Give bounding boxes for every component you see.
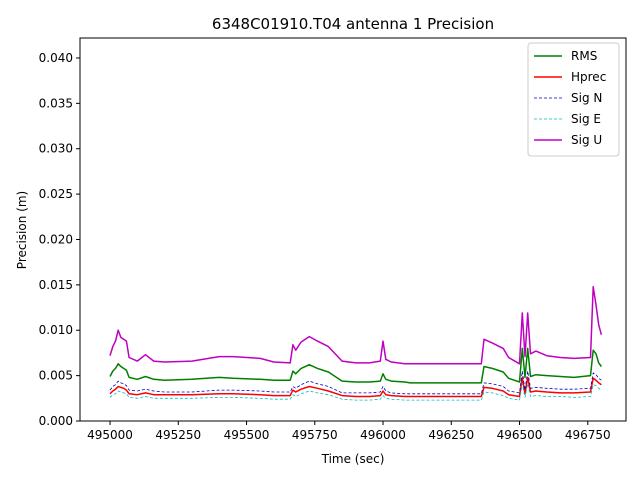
x-axis-ticks: 495000 495250 495500 495750 496000 496250 4965… — [87, 421, 611, 442]
y-tick-label: 0.030 — [39, 142, 73, 156]
x-tick-label: 495750 — [292, 428, 338, 442]
x-tick-label: 496750 — [565, 428, 611, 442]
legend-label: RMS — [571, 49, 597, 63]
plot-frame — [79, 37, 627, 422]
y-tick-label: 0.005 — [39, 369, 73, 383]
y-tick-label: 0.035 — [39, 96, 73, 110]
y-axis-ticks: 0.000 0.005 0.010 0.015 0.020 0.025 0.030 0.035… — [39, 51, 80, 428]
y-tick-label: 0.020 — [39, 232, 73, 246]
y-tick-label: 0.015 — [39, 278, 73, 292]
x-tick-label: 496000 — [360, 428, 406, 442]
legend-box — [527, 42, 620, 157]
y-tick-label: 0.010 — [39, 323, 73, 337]
chart-title: 6348C01910.T04 antenna 1 Precision — [212, 15, 494, 33]
legend-label: Sig N — [571, 91, 602, 105]
plot-lines — [109, 285, 603, 401]
y-tick-label: 0.040 — [39, 51, 73, 65]
y-tick-label: 0.025 — [39, 187, 73, 201]
x-tick-label: 495500 — [224, 428, 270, 442]
y-axis-label: Precision (m) — [15, 191, 29, 269]
series-line-sig-n — [109, 370, 602, 395]
x-tick-label: 495250 — [155, 428, 201, 442]
x-tick-label: 496250 — [428, 428, 474, 442]
x-tick-label: 496500 — [497, 428, 543, 442]
legend-label: Hprec — [571, 70, 606, 84]
legend: RMS Hprec Sig N Sig E Sig U — [527, 42, 620, 157]
series-line-sig-e — [109, 383, 602, 401]
series-line-hprec — [109, 376, 602, 398]
legend-label: Sig U — [571, 133, 602, 147]
series-line-sig-u — [109, 285, 603, 365]
legend-label: Sig E — [571, 112, 601, 126]
series-line-rms — [109, 347, 603, 384]
x-axis-label: Time (sec) — [321, 452, 385, 466]
x-tick-label: 495000 — [87, 428, 133, 442]
y-tick-label: 0.000 — [39, 414, 73, 428]
